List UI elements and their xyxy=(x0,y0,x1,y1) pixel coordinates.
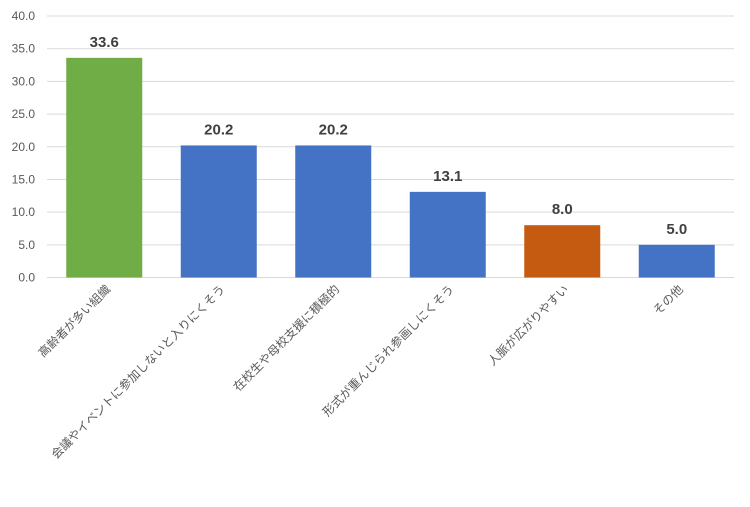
data-labels: 33.6 20.2 20.2 13.1 8.0 5.0 xyxy=(90,34,688,238)
y-tick-label: 20.0 xyxy=(12,140,36,154)
y-tick-label: 10.0 xyxy=(12,205,36,219)
x-category-label: 在校生や母校支援に積極的 xyxy=(230,282,342,394)
bar xyxy=(524,225,601,278)
data-label: 20.2 xyxy=(319,121,348,138)
x-category-label: 形式が重んじられ参画しにくそう xyxy=(319,282,457,420)
x-category-label: 会議やイベントに参加しないと入りにくそう xyxy=(48,282,228,462)
bar xyxy=(66,57,143,278)
y-tick-label: 40.0 xyxy=(12,9,36,23)
bar xyxy=(638,244,715,278)
y-axis-tick-labels: 0.0 5.0 10.0 15.0 20.0 25.0 30.0 35.0 40.0 xyxy=(12,9,36,285)
data-label: 5.0 xyxy=(666,221,687,238)
data-label: 20.2 xyxy=(204,121,233,138)
x-category-label: 高齢者が多い組織 xyxy=(35,282,113,360)
x-category-label: 人脈が広がりやすい xyxy=(484,282,571,369)
y-tick-label: 5.0 xyxy=(18,238,35,252)
gridlines xyxy=(47,15,734,278)
y-tick-label: 30.0 xyxy=(12,74,36,88)
y-tick-label: 0.0 xyxy=(18,271,35,285)
bar xyxy=(409,191,486,278)
y-tick-label: 15.0 xyxy=(12,172,36,186)
data-label: 33.6 xyxy=(90,34,119,51)
data-label: 8.0 xyxy=(552,201,573,218)
bar xyxy=(180,145,257,278)
y-tick-label: 35.0 xyxy=(12,42,36,56)
bar xyxy=(295,145,372,278)
x-category-label: その他 xyxy=(651,282,686,317)
data-label: 13.1 xyxy=(433,168,462,185)
bars xyxy=(66,57,715,278)
y-tick-label: 25.0 xyxy=(12,107,36,121)
